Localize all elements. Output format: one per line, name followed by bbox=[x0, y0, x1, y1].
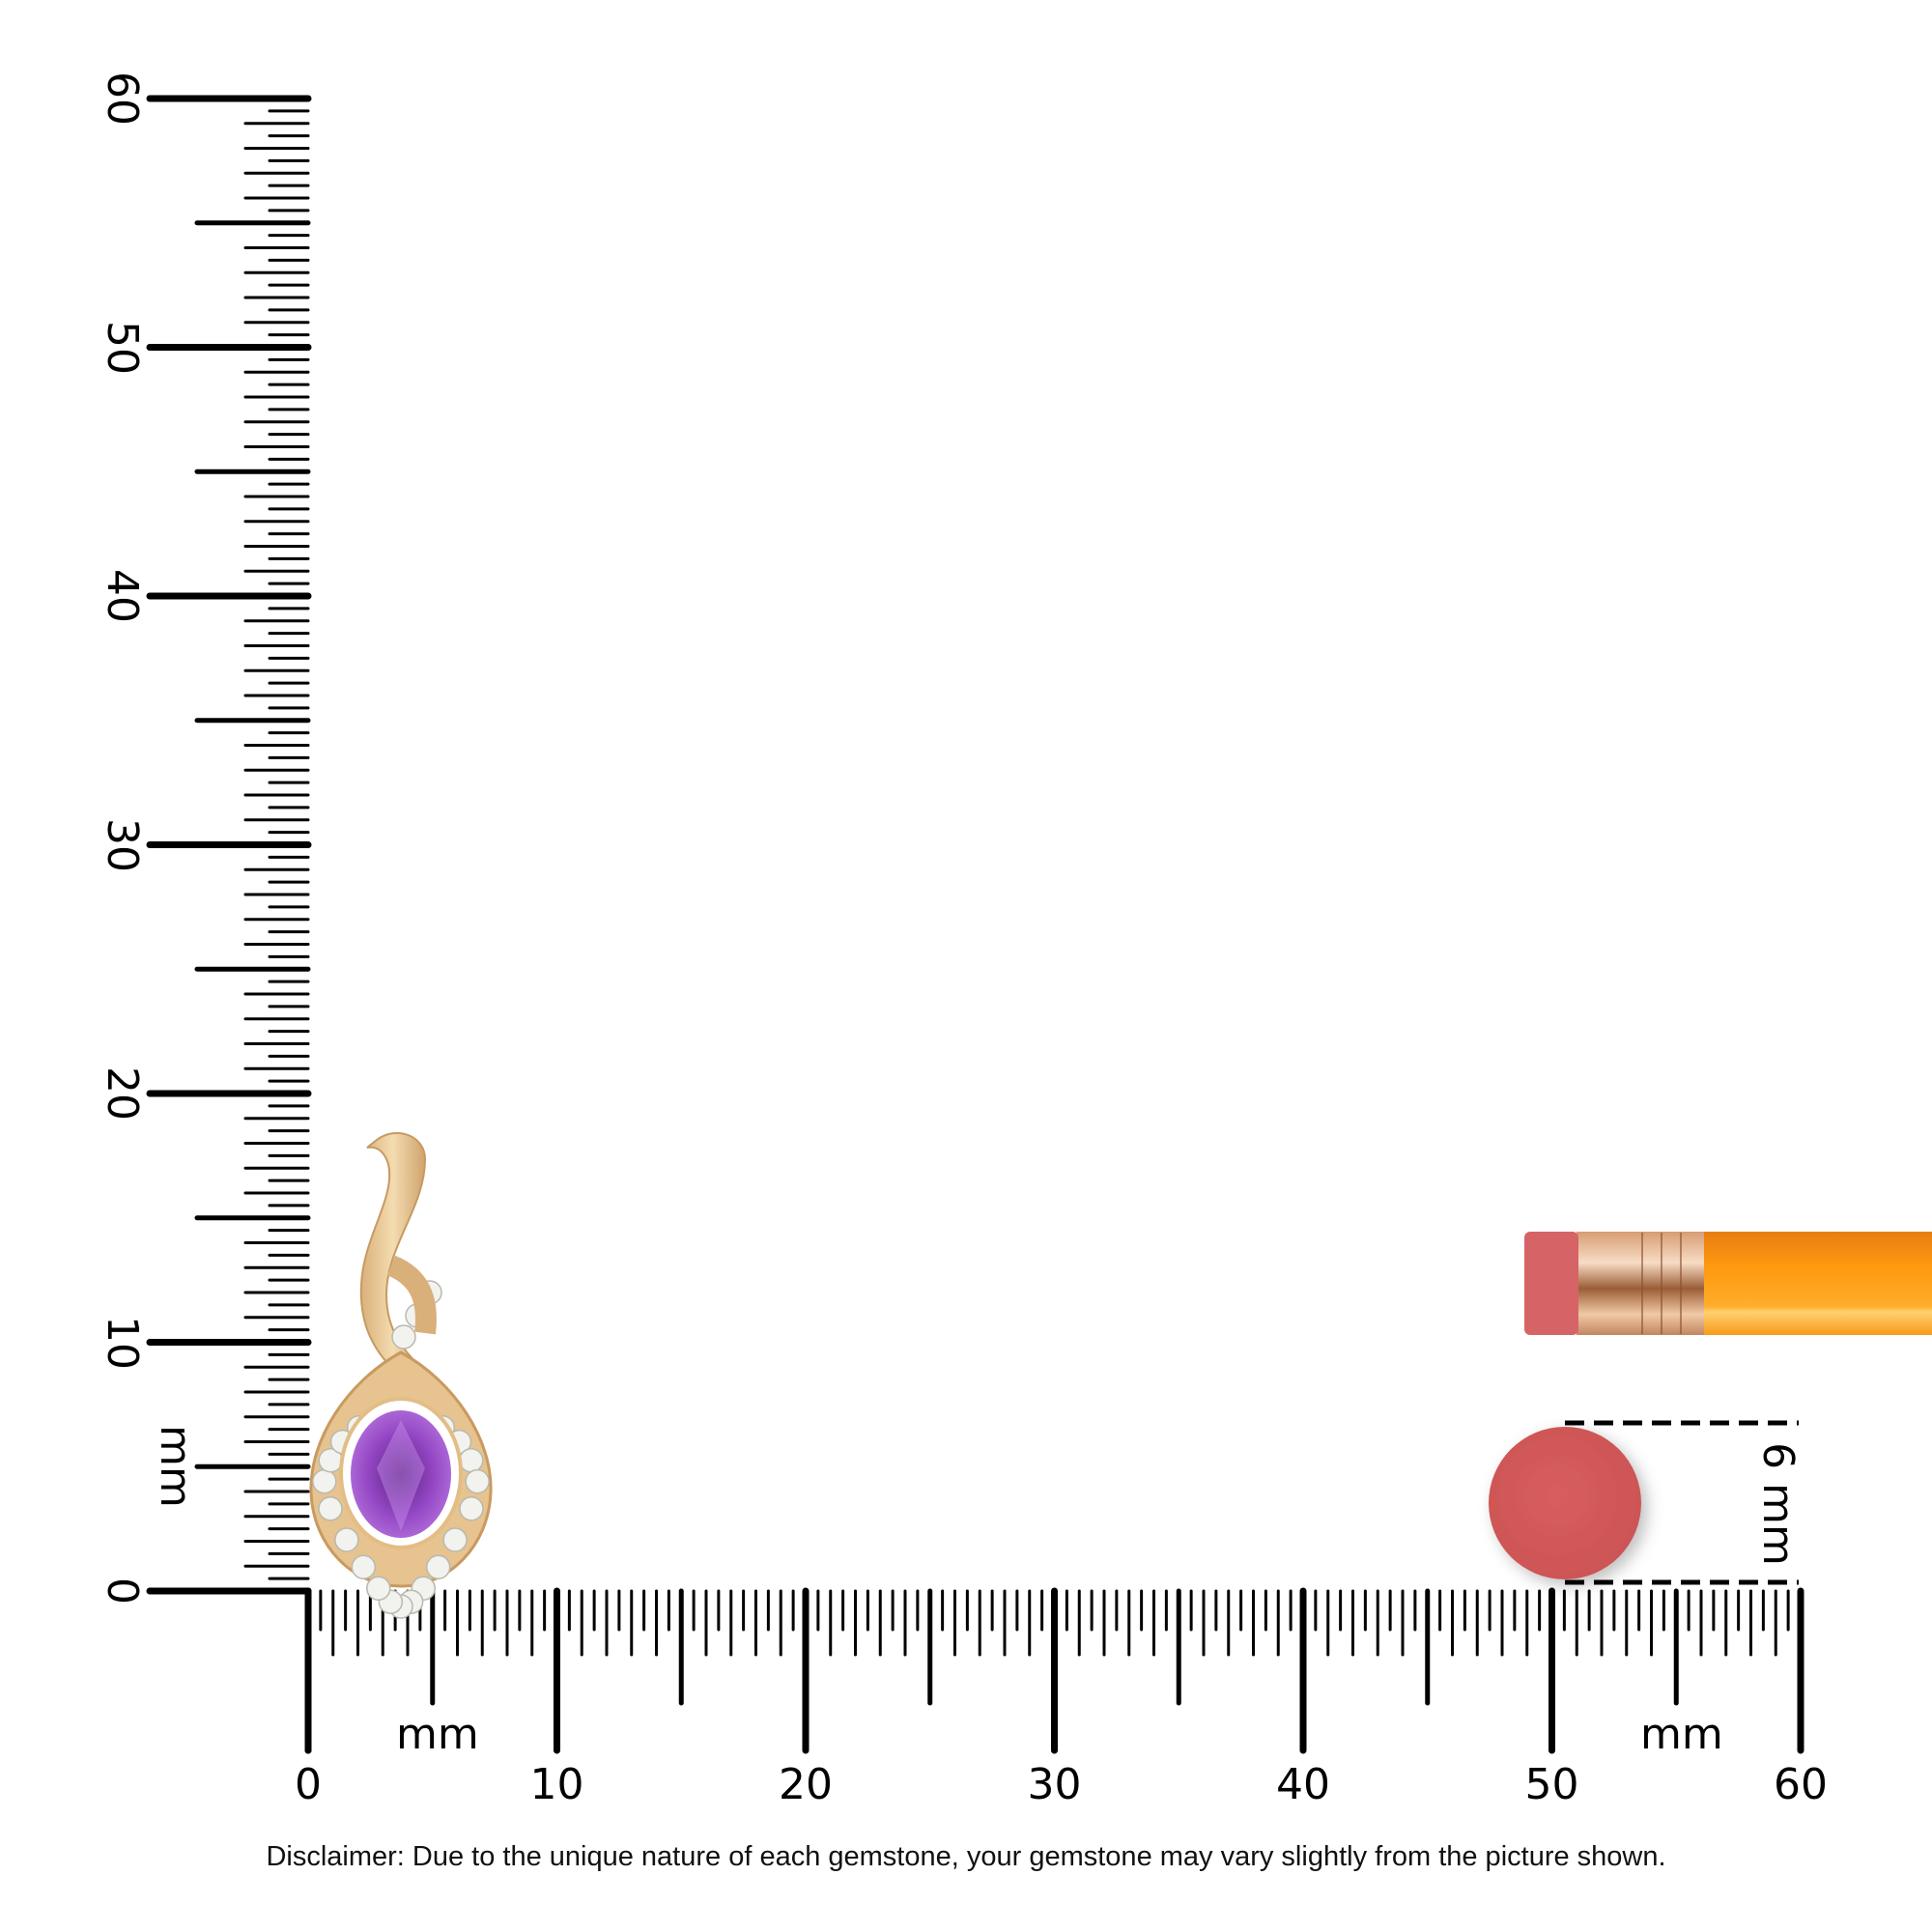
vertical-ruler-label: 40 bbox=[98, 569, 147, 623]
diamond bbox=[312, 1468, 337, 1494]
diamond bbox=[425, 1554, 451, 1580]
horizontal-ruler-label: 0 bbox=[295, 1760, 322, 1809]
horizontal-ruler-label: 40 bbox=[1276, 1760, 1330, 1809]
pencil-body bbox=[1702, 1232, 1932, 1335]
horizontal-ruler-label: 30 bbox=[1027, 1760, 1082, 1809]
vertical-ruler-label: 20 bbox=[98, 1066, 147, 1121]
amethyst-gem bbox=[351, 1410, 451, 1538]
horizontal-unit-label-right: mm bbox=[1640, 1710, 1723, 1759]
diamond bbox=[334, 1527, 359, 1552]
diamond bbox=[351, 1554, 377, 1580]
disclaimer-text: Disclaimer: Due to the unique nature of … bbox=[266, 1841, 1666, 1872]
diamond bbox=[391, 1324, 416, 1350]
horizontal-unit-label-left: mm bbox=[396, 1710, 479, 1759]
vertical-ruler-label: 0 bbox=[98, 1577, 147, 1605]
horizontal-ruler-label: 10 bbox=[529, 1760, 584, 1809]
diamond bbox=[366, 1576, 391, 1602]
horizontal-ruler-label: 60 bbox=[1774, 1760, 1828, 1809]
pendant-bail bbox=[359, 1131, 427, 1383]
diamond bbox=[459, 1448, 484, 1473]
pencil-eraser bbox=[1524, 1232, 1578, 1335]
reference-size-label: 6 mm bbox=[1753, 1442, 1803, 1566]
vertical-ruler-label: 50 bbox=[98, 320, 147, 375]
horizontal-ruler-label: 50 bbox=[1524, 1760, 1579, 1809]
vertical-ruler-label: 30 bbox=[98, 817, 147, 872]
vertical-ruler-label: 10 bbox=[98, 1315, 147, 1370]
vertical-ruler-label: 60 bbox=[98, 71, 147, 126]
diamond bbox=[459, 1496, 484, 1521]
halo-diamonds bbox=[312, 1280, 490, 1619]
diamond bbox=[465, 1468, 490, 1494]
horizontal-ruler-label: 20 bbox=[779, 1760, 833, 1809]
eraser-circle bbox=[1489, 1427, 1641, 1579]
vertical-unit-label: mm bbox=[150, 1425, 200, 1508]
diamond bbox=[442, 1527, 468, 1552]
diamond bbox=[318, 1496, 343, 1521]
pencil-ferrule bbox=[1577, 1232, 1704, 1335]
